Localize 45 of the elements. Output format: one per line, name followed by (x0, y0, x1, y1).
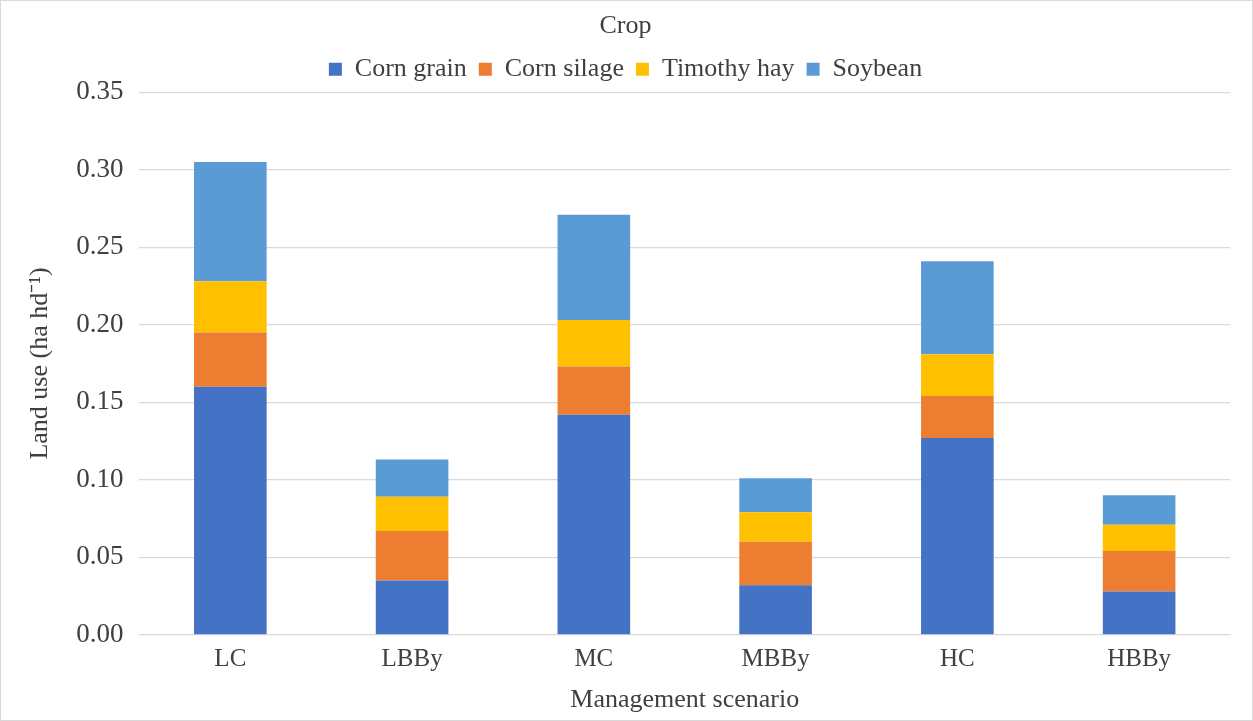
x-tick-label: LBBy (381, 644, 444, 672)
bar (557, 366, 631, 415)
bar (921, 261, 994, 355)
bar (1102, 591, 1176, 635)
bar (557, 414, 631, 635)
legend-label: Timothy hay (661, 53, 795, 83)
bar (194, 386, 267, 635)
bar (375, 580, 449, 635)
bar (1102, 524, 1176, 552)
y-axis-title: Land use (ha hd⁻¹) (24, 267, 54, 460)
bar (739, 585, 812, 635)
x-axis-title: Management scenario (570, 684, 800, 714)
legend-label: Soybean (832, 53, 923, 83)
bar (194, 281, 267, 333)
x-tick-label: MC (574, 644, 614, 672)
x-tick-label: LC (214, 644, 247, 672)
y-tick-label: 0.25 (76, 230, 124, 261)
bar (1102, 495, 1176, 525)
bar (375, 496, 449, 531)
bar (194, 332, 267, 387)
y-tick-label: 0.00 (76, 617, 124, 648)
y-tick-label: 0.30 (76, 152, 124, 183)
x-tick-label: MBBy (741, 644, 811, 672)
bar (921, 437, 994, 635)
bar (375, 459, 449, 497)
bar (921, 354, 994, 397)
bar (739, 478, 812, 513)
y-tick-label: 0.35 (76, 75, 124, 106)
y-tick-label: 0.15 (76, 385, 124, 416)
bar (739, 512, 812, 542)
legend-label: Corn grain (354, 53, 467, 83)
y-tick-label: 0.10 (76, 462, 124, 493)
x-tick-label: HC (940, 644, 975, 672)
legend-label: Corn silage (504, 53, 624, 83)
bar (557, 320, 631, 367)
y-tick-label: 0.20 (76, 307, 124, 338)
bar (921, 396, 994, 438)
x-tick-label: HBBy (1107, 644, 1172, 672)
bar (739, 541, 812, 586)
legend-title: Crop (599, 9, 652, 39)
bar (557, 214, 631, 321)
y-tick-label: 0.05 (76, 540, 124, 571)
bar (194, 161, 267, 282)
bar (1102, 551, 1176, 592)
bar (375, 530, 449, 581)
